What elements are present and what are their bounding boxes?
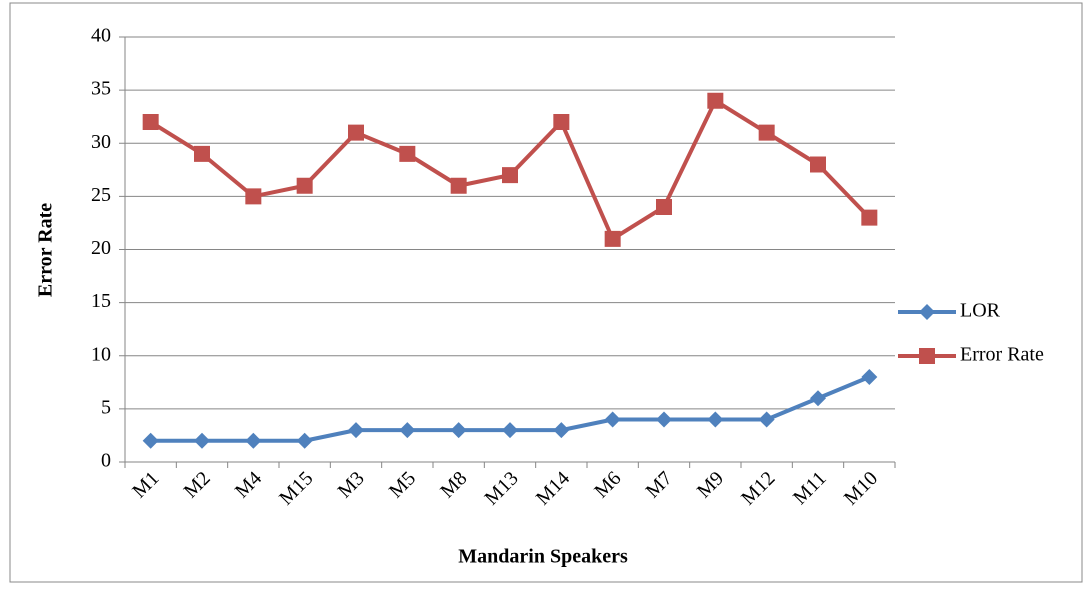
y-tick-label: 15 [91,290,111,312]
marker [194,432,210,449]
marker [296,432,313,449]
marker [245,432,262,449]
y-tick-label: 40 [91,25,111,47]
y-tick-label: 20 [91,237,111,259]
y-tick-label: 5 [101,396,111,418]
marker [919,304,935,320]
x-axis-title: Mandarin Speakers [458,546,628,568]
marker [296,177,313,194]
marker [707,92,724,109]
marker [758,411,775,428]
marker [861,209,878,226]
y-tick-label: 0 [101,450,111,472]
marker [810,390,826,407]
y-tick-label: 25 [91,184,111,206]
marker [861,369,878,385]
y-tick-label: 30 [91,131,111,153]
legend-label: LOR [960,300,1001,322]
marker [399,422,416,439]
marker [348,422,364,439]
marker [502,422,518,439]
marker [142,432,159,449]
marker [142,114,159,130]
marker [758,124,775,141]
marker [604,230,621,247]
marker [450,177,467,194]
marker [656,199,672,215]
marker [194,145,210,162]
marker [348,124,364,141]
marker [245,188,262,205]
marker [919,348,935,364]
y-tick-label: 35 [91,78,111,100]
marker [656,411,672,428]
marker [707,411,724,428]
chart-border [9,2,1083,583]
marker [810,156,826,173]
marker [502,167,518,184]
y-axis-title: Error Rate [35,203,57,297]
legend-label: Error Rate [960,344,1044,366]
marker [450,422,467,439]
marker [553,422,570,439]
y-tick-label: 10 [91,343,111,365]
marker [553,114,570,130]
marker [604,411,621,428]
marker [399,145,416,162]
